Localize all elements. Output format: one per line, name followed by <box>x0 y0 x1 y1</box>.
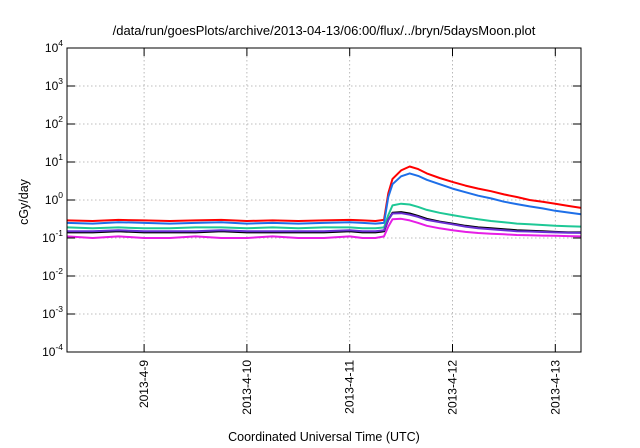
series-line <box>66 172 582 225</box>
y-tick-label: 100 <box>45 190 63 207</box>
y-tick-label: 10-3 <box>42 304 63 321</box>
x-axis-label: Coordinated Universal Time (UTC) <box>228 430 420 444</box>
chart-title: /data/run/goesPlots/archive/2013-04-13/0… <box>113 23 536 38</box>
y-tick-label: 10-4 <box>42 342 63 359</box>
series-line <box>66 217 582 239</box>
y-tick-label: 101 <box>45 152 63 169</box>
series-group <box>66 165 582 239</box>
y-tick-label: 10-1 <box>42 228 63 245</box>
y-tick-label: 102 <box>45 114 63 131</box>
y-tick-label: 10-2 <box>42 266 63 283</box>
x-tick-label: 2013-4-9 <box>137 360 151 408</box>
y-axis: 104 103 102 101 100 10-1 10-2 10-3 10-4 <box>42 38 581 359</box>
y-tick-label: 104 <box>45 38 63 55</box>
series-line <box>67 212 582 234</box>
x-tick-label: 2013-4-11 <box>343 360 357 414</box>
grid <box>67 48 581 352</box>
y-axis-label: cGy/day <box>17 178 31 225</box>
x-tick-label: 2013-4-10 <box>240 360 254 415</box>
series-line <box>66 165 582 222</box>
x-tick-label: 2013-4-13 <box>548 360 562 415</box>
y-tick-label: 103 <box>45 76 63 93</box>
series-line <box>66 202 582 230</box>
x-tick-label: 2013-4-12 <box>446 360 460 415</box>
x-axis: 2013-4-9 2013-4-10 2013-4-11 2013-4-12 2013-… <box>137 48 562 415</box>
